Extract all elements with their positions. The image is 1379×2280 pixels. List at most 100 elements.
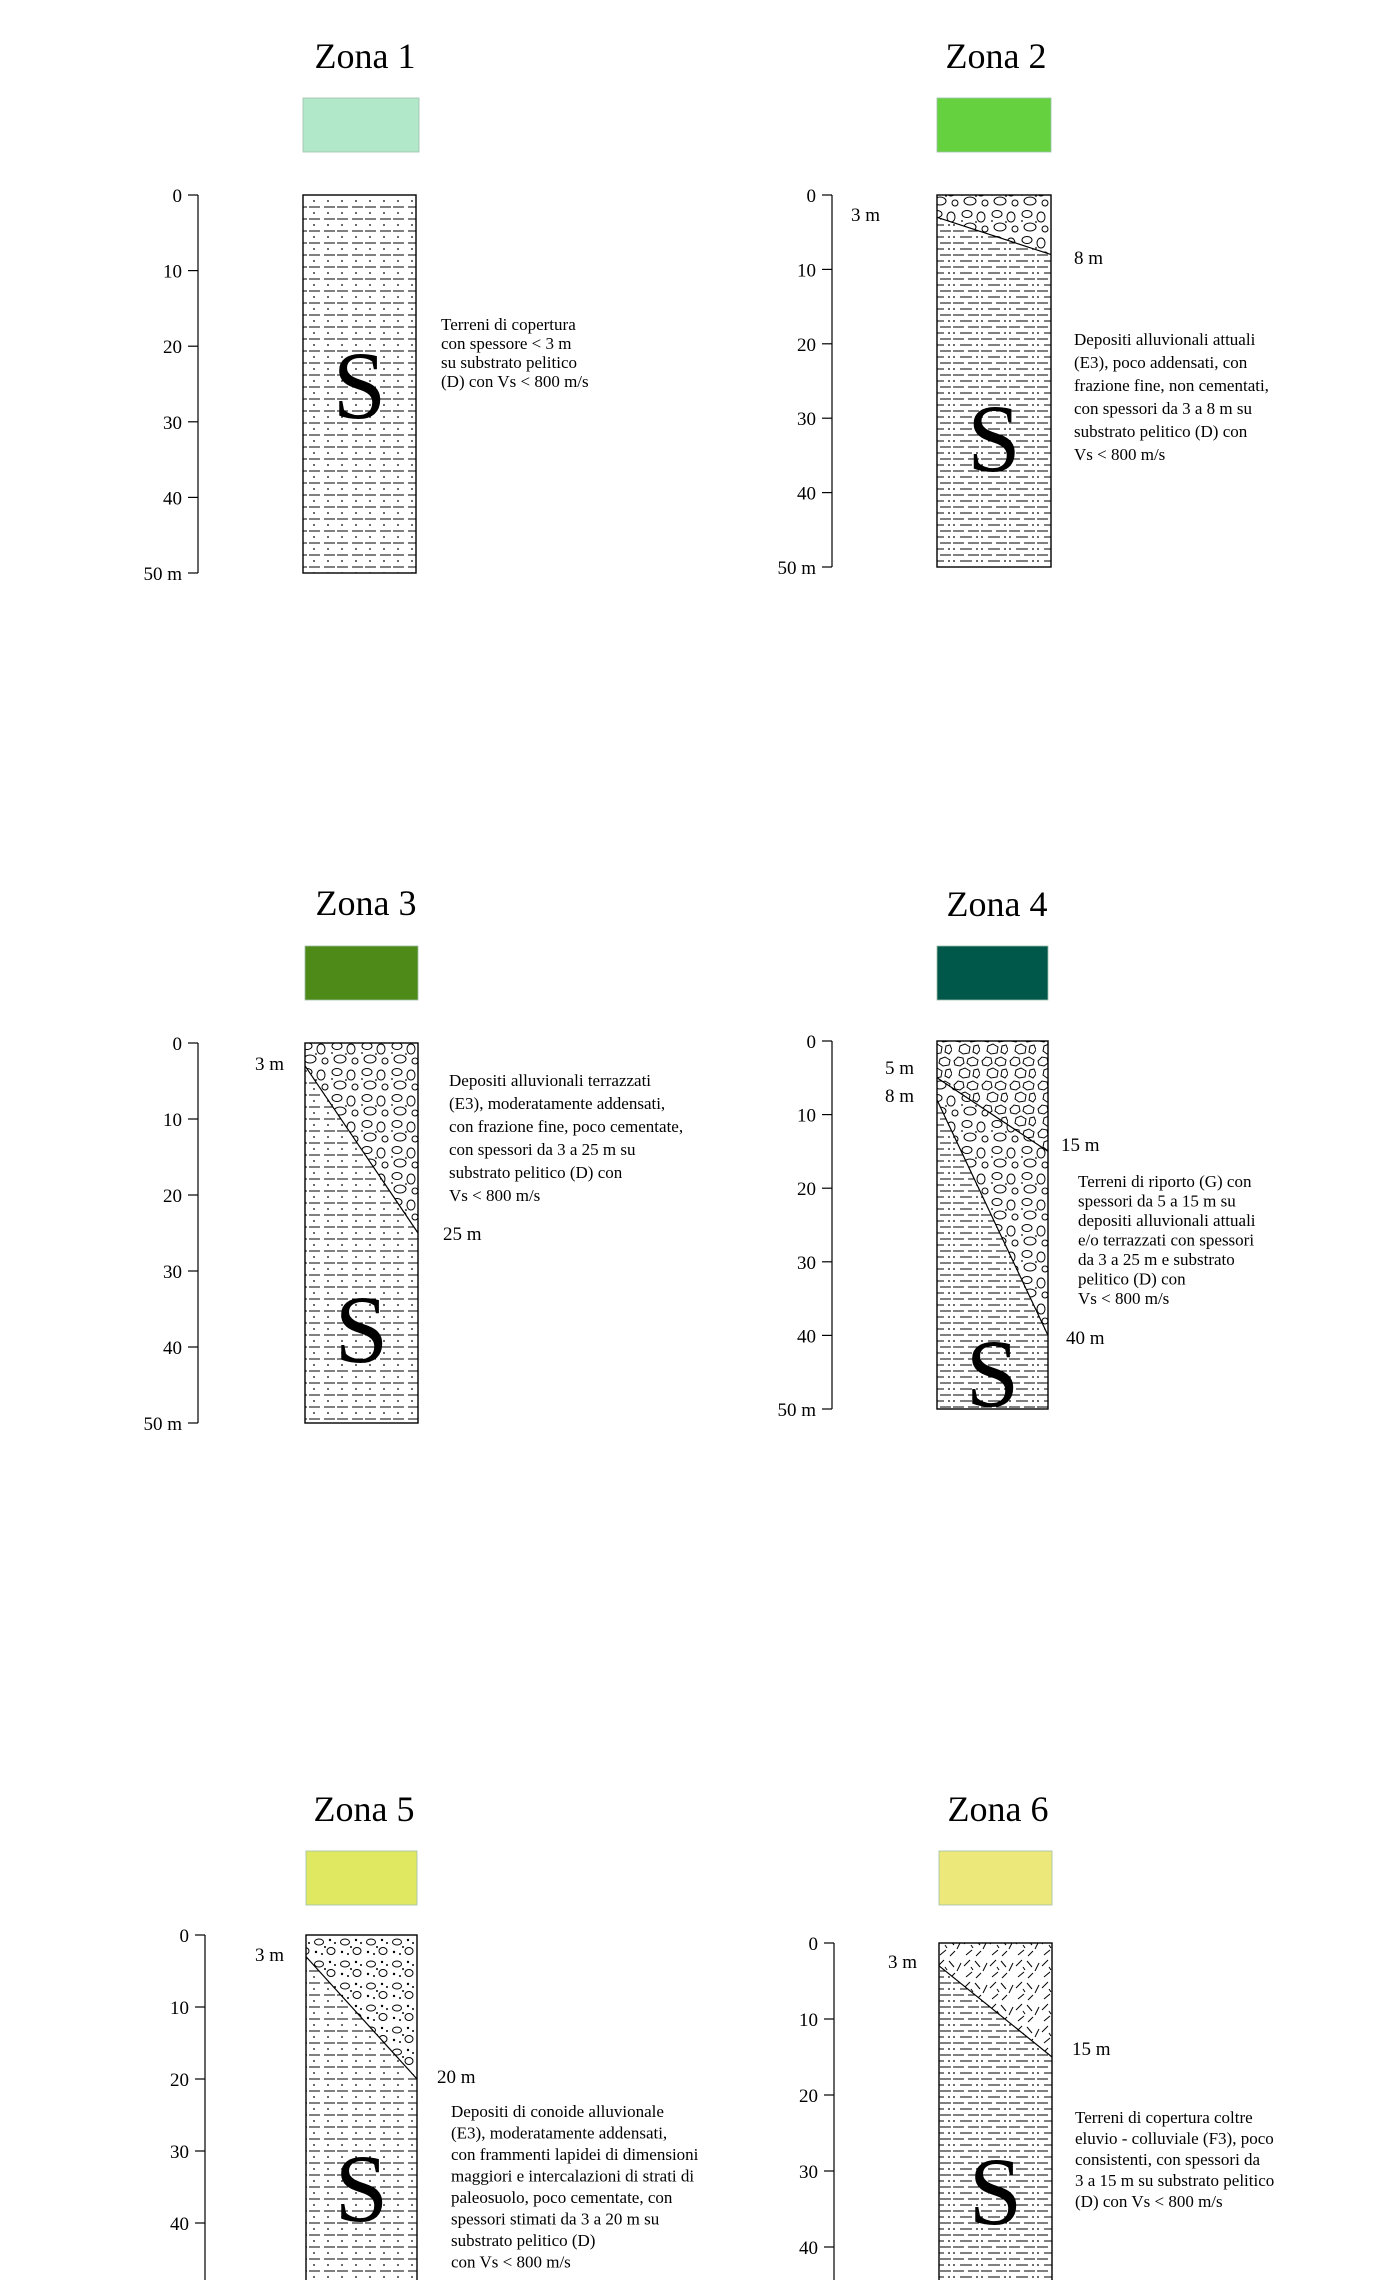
description-line: Depositi alluvionali attuali xyxy=(1074,330,1256,349)
zone-title: Zona 5 xyxy=(314,1789,415,1829)
column-outline xyxy=(302,194,417,574)
description-line: Terreni di riporto (G) con xyxy=(1078,1172,1252,1191)
upper-layer-fill xyxy=(939,1943,1052,2057)
description-line: Terreni di copertura xyxy=(441,315,576,334)
soil-column: S xyxy=(936,1040,1049,1427)
depth-label: 15 m xyxy=(1072,2039,1111,2060)
depth-label: 3 m xyxy=(888,1952,917,1973)
substrate-symbol: S xyxy=(335,1276,388,1383)
description-line: con Vs < 800 m/s xyxy=(451,2253,571,2272)
column-outline xyxy=(936,1040,1049,1410)
axis-tick-label: 0 xyxy=(173,1034,183,1055)
zone-title: Zona 4 xyxy=(947,884,1048,924)
zone-panel: Zona 1 0 10 20 30 40 50 m S Terreni di copertura… xyxy=(143,36,588,585)
zone-description: Depositi di conoide alluvionale (E3), mod… xyxy=(451,2102,699,2272)
description-line: substrato pelitico (D) xyxy=(451,2231,595,2250)
zone-description: Terreni di copertura coltre eluvio - coll… xyxy=(1075,2108,1274,2211)
substrate-symbol: S xyxy=(967,385,1020,492)
description-line: Terreni di copertura coltre xyxy=(1075,2108,1253,2127)
layer-boundary xyxy=(305,1956,418,2080)
depth-label: 40 m xyxy=(1066,1328,1105,1349)
axis-tick-label: 50 m xyxy=(143,1414,182,1435)
axis-tick-label: 50 m xyxy=(777,558,816,579)
axis-tick-label: 20 xyxy=(170,2070,189,2091)
axis-tick-label: 30 xyxy=(797,409,816,430)
zones-root: Zona 1 0 10 20 30 40 50 m S Terreni di copertura… xyxy=(143,36,1274,2280)
substrate-symbol: S xyxy=(335,2135,388,2242)
bedrock-pelitic-fill xyxy=(937,195,1051,567)
depth-label: 3 m xyxy=(255,1054,284,1075)
description-line: con spessori da 3 a 25 m su xyxy=(449,1140,636,1159)
zone-title: Zona 1 xyxy=(315,36,416,76)
axis-tick-label: 30 xyxy=(799,2162,818,2183)
axis-tick-label: 10 xyxy=(170,1998,189,2019)
depth-label: 8 m xyxy=(1074,248,1103,269)
axis-tick-label: 30 xyxy=(163,413,182,434)
axis-tick-label: 30 xyxy=(170,2142,189,2163)
zone-color-swatch xyxy=(304,945,419,1001)
description-line: con spessore < 3 m xyxy=(441,334,571,353)
description-line: con frammenti lapidei di dimensioni xyxy=(451,2145,699,2164)
axis-tick-label: 0 xyxy=(809,1934,819,1955)
axis-tick-label: 20 xyxy=(797,1179,816,1200)
axis-tick-label: 20 xyxy=(799,2086,818,2107)
description-line: con spessori da 3 a 8 m su xyxy=(1074,399,1253,418)
description-line: 3 a 15 m su substrato pelitico xyxy=(1075,2171,1274,2190)
axis-tick-label: 40 xyxy=(799,2238,818,2259)
description-line: pelitico (D) con xyxy=(1078,1270,1186,1289)
depth-label: 25 m xyxy=(443,1224,482,1245)
axis-tick-label: 30 xyxy=(163,1262,182,1283)
description-line: da 3 a 25 m e substrato xyxy=(1078,1250,1235,1269)
layer-boundary xyxy=(938,1965,1053,2058)
axis-tick-label: 50 m xyxy=(777,1400,816,1421)
soil-column: S xyxy=(304,1042,419,1424)
description-line: con frazione fine, poco cementate, xyxy=(449,1117,683,1136)
upper-layer-fill xyxy=(305,1043,418,1233)
depth-label: 15 m xyxy=(1061,1135,1100,1156)
soil-column: S xyxy=(938,1942,1053,2280)
depth-label: 5 m xyxy=(885,1058,914,1079)
zone-color-swatch xyxy=(938,1850,1053,1906)
axis-tick-label: 0 xyxy=(807,1032,817,1053)
zone-panel: Zona 3 0 10 20 30 40 50 m S 3 m 25 m Depositi allu… xyxy=(143,883,683,1435)
zone-title: Zona 2 xyxy=(946,36,1047,76)
axis-tick-label: 0 xyxy=(173,186,183,207)
description-line: Depositi di conoide alluvionale xyxy=(451,2102,664,2121)
description-line: Vs < 800 m/s xyxy=(1078,1289,1169,1308)
zone-panel: Zona 2 0 10 20 30 40 50 m S 3 m 8 m Depositi alluv… xyxy=(777,36,1268,579)
layer-boundary xyxy=(936,1077,1049,1152)
axis-tick-label: 40 xyxy=(163,1338,182,1359)
description-line: substrato pelitico (D) con xyxy=(1074,422,1248,441)
axis-tick-label: 0 xyxy=(807,186,817,207)
soil-column: S xyxy=(305,1934,418,2280)
description-line: frazione fine, non cementati, xyxy=(1074,376,1269,395)
axis-tick-label: 40 xyxy=(163,488,182,509)
axis-tick-label: 50 m xyxy=(143,564,182,585)
layer-boundary xyxy=(936,1099,1049,1336)
layer-boundary xyxy=(936,216,1052,256)
axis-tick-label: 10 xyxy=(797,1106,816,1127)
description-line: (E3), poco addensati, con xyxy=(1074,353,1248,372)
column-outline xyxy=(305,1934,418,2280)
description-line: eluvio - colluviale (F3), poco xyxy=(1075,2129,1274,2148)
axis-tick-label: 20 xyxy=(797,335,816,356)
zone-panel: Zona 4 0 10 20 30 40 50 m S 5 m 8 m 15 m 40 m Terren… xyxy=(777,884,1255,1427)
axis-tick-label: 30 xyxy=(797,1253,816,1274)
description-line: su substrato pelitico xyxy=(441,353,577,372)
top-layer-fill xyxy=(937,1041,1048,1152)
axis-tick-label: 10 xyxy=(163,262,182,283)
bedrock-pelitic-fill xyxy=(303,195,416,573)
description-line: maggiori e intercalazioni di strati di xyxy=(451,2167,694,2186)
description-line: (E3), moderatamente addensati, xyxy=(449,1094,665,1113)
description-line: spessori da 5 a 15 m su xyxy=(1078,1192,1236,1211)
description-line: consistenti, con spessori da xyxy=(1075,2150,1261,2169)
axis-tick-label: 20 xyxy=(163,1186,182,1207)
